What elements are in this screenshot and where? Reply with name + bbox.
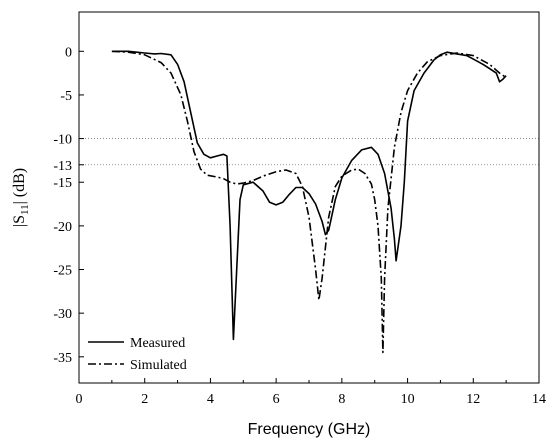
y-tick-label: -20 — [53, 220, 72, 235]
plot-frame — [78, 11, 540, 384]
x-tick-label: 6 — [273, 392, 280, 407]
series-line-simulated — [111, 50, 507, 354]
ylabel-subscript: 11 — [19, 204, 31, 215]
y-axis-title: |S11| (dB) — [11, 168, 31, 227]
y-ticks: 0 -5 -10 -13 -15 -20 -25 -30 -35 — [53, 45, 84, 366]
y-tick-label: -35 — [53, 351, 72, 366]
y-tick-label: -13 — [53, 159, 72, 174]
x-ticks: 0 2 4 6 8 10 12 14 — [76, 378, 546, 407]
y-tick-label: -10 — [53, 133, 72, 148]
legend: Measured Simulated — [88, 336, 187, 373]
y-tick-label: -15 — [53, 176, 72, 191]
x-tick-label: 2 — [141, 392, 148, 407]
x-tick-label: 10 — [401, 392, 415, 407]
reference-lines — [79, 138, 539, 166]
x-tick-label: 4 — [207, 392, 214, 407]
x-tick-label: 12 — [466, 392, 480, 407]
series-line-measured — [111, 50, 507, 341]
y-tick-label: -30 — [53, 307, 72, 322]
x-tick-label: 8 — [338, 392, 345, 407]
ylabel-suffix: | (dB) — [11, 168, 28, 205]
x-axis-title: Frequency (GHz) — [248, 421, 371, 438]
y-tick-label: 0 — [65, 45, 72, 60]
ylabel-prefix: |S — [11, 215, 28, 227]
y-tick-label: -25 — [53, 264, 72, 279]
y-tick-label: -5 — [60, 89, 72, 104]
x-tick-label: 0 — [76, 392, 83, 407]
series-lines — [111, 50, 507, 354]
legend-label-simulated: Simulated — [130, 358, 187, 373]
x-tick-label: 14 — [532, 392, 546, 407]
legend-label-measured: Measured — [130, 336, 185, 351]
